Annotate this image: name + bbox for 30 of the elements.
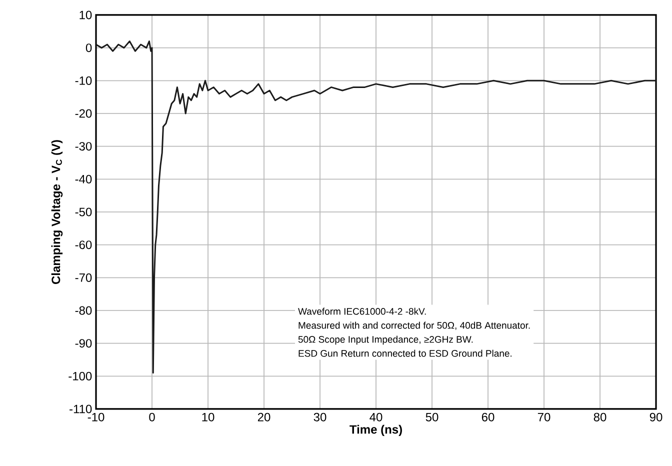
y-tick-label: -50 (75, 208, 92, 216)
y-tick-label: -100 (68, 372, 92, 380)
annotation: Measured with and corrected for 50Ω, 40dB Attenuator. (298, 322, 530, 330)
x-tick-label: 0 (149, 412, 155, 422)
annotation: 50Ω Scope Input Impedance, ≥2GHz BW. (298, 336, 473, 345)
x-tick-label: 10 (202, 412, 214, 422)
y-tick-label: -40 (75, 174, 92, 184)
x-tick-label: 50 (426, 412, 438, 422)
y-axis-title: Clamping Voltage - V$_{C}$ (V) (51, 140, 63, 284)
x-tick-label: 80 (594, 412, 606, 422)
y-tick-label: -30 (75, 142, 92, 151)
y-tick-label: -10 (75, 76, 92, 85)
annotation: ESD Gun Return connected to ESD Ground Plane. (298, 350, 512, 357)
y-tick-label: -110 (70, 404, 92, 414)
x-tick-label: 40 (370, 412, 382, 422)
x-tick-label: 60 (482, 412, 494, 422)
y-tick-label: -20 (75, 109, 92, 118)
x-tick-label: 30 (314, 412, 326, 422)
x-tick-label: 20 (258, 412, 270, 422)
y-tick-label: -90 (75, 339, 92, 348)
x-tick-label: -10 (88, 412, 104, 422)
y-tick-label: -80 (75, 306, 92, 315)
y-tick-label: 10 (80, 10, 92, 20)
y-tick-label: -60 (75, 240, 92, 250)
x-axis-title: Time (ns) (350, 424, 402, 436)
y-tick-label: 0 (86, 44, 92, 52)
y-tick-label: -70 (75, 273, 92, 282)
x-tick-label: 90 (650, 412, 662, 422)
x-tick-label: 70 (538, 412, 550, 422)
annotation: Waveform IEC61000-4-2 -8kV. (298, 308, 426, 315)
